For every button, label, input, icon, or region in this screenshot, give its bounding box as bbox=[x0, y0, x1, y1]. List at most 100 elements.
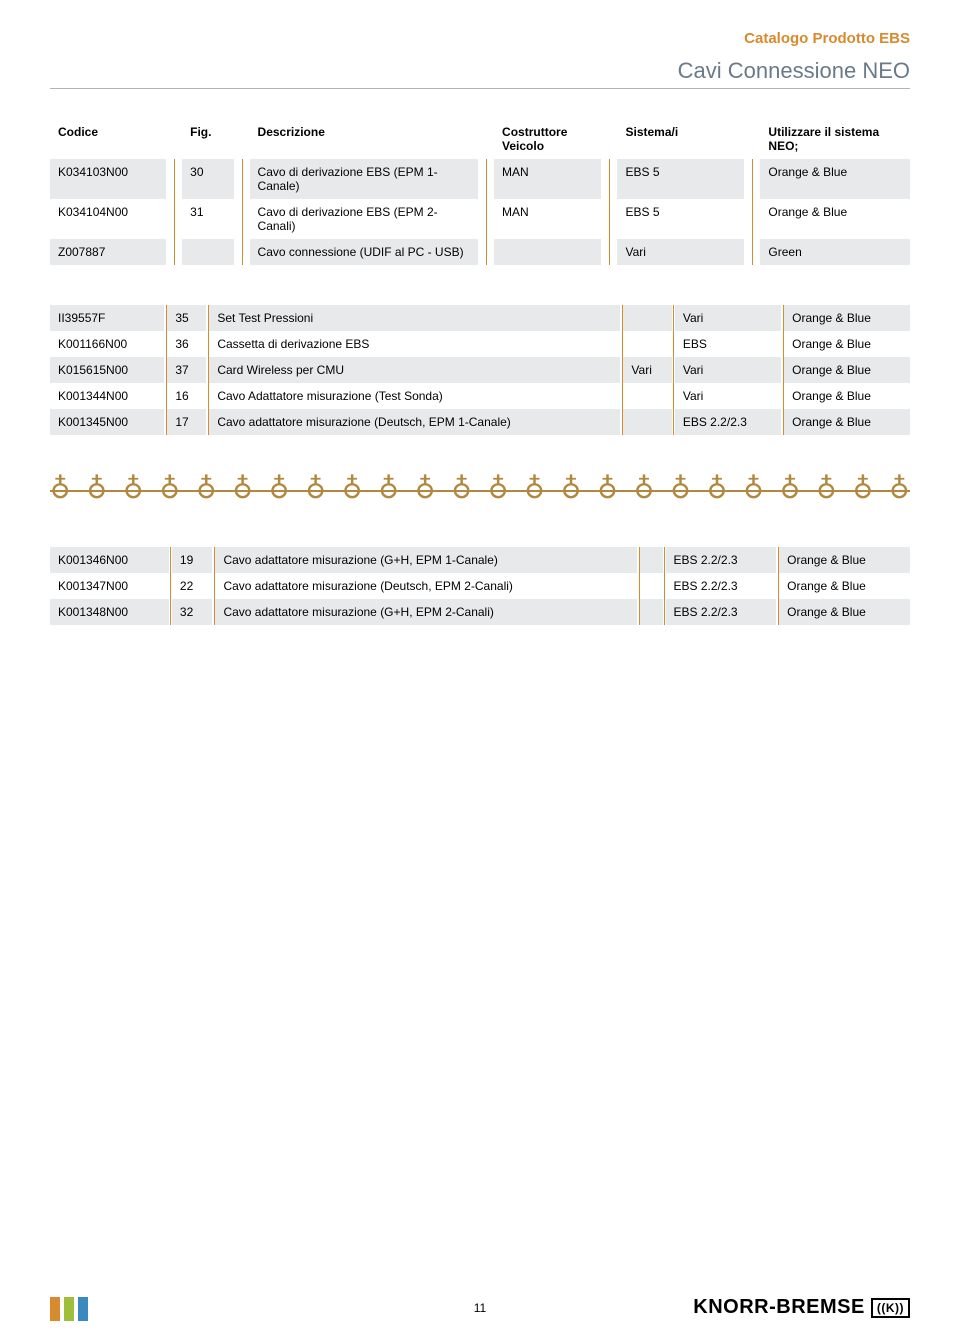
separator bbox=[776, 573, 779, 599]
th-codice: Codice bbox=[50, 119, 166, 159]
separator bbox=[663, 599, 666, 625]
separator bbox=[601, 199, 617, 239]
th-util: Utilizzare il sistema NEO; bbox=[760, 119, 910, 159]
separator bbox=[781, 305, 784, 331]
cell-sys: EBS 2.2/2.3 bbox=[675, 409, 781, 435]
cell-sys: EBS 5 bbox=[617, 199, 744, 239]
separator bbox=[776, 599, 779, 625]
chain-link-icon: ♁ bbox=[451, 475, 472, 505]
cell-costr bbox=[623, 331, 671, 357]
cell-costr bbox=[623, 409, 671, 435]
cell-util: Green bbox=[760, 239, 910, 265]
cell-desc: Cassetta di derivazione EBS bbox=[209, 331, 620, 357]
cell-codice: K001348N00 bbox=[50, 599, 169, 625]
table-row: K001348N0032Cavo adattatore misurazione … bbox=[50, 599, 910, 625]
separator bbox=[164, 357, 167, 383]
separator bbox=[620, 383, 623, 409]
cell-fig: 30 bbox=[182, 159, 233, 199]
cell-codice: K001345N00 bbox=[50, 409, 164, 435]
separator bbox=[234, 199, 250, 239]
cell-fig: 32 bbox=[172, 599, 213, 625]
cell-costr: MAN bbox=[494, 159, 601, 199]
chain-link-icon: ♁ bbox=[780, 475, 801, 505]
separator bbox=[620, 331, 623, 357]
brand: KNORR-BREMSE ((K)) bbox=[693, 1296, 910, 1319]
separator bbox=[781, 357, 784, 383]
cell-desc: Cavo adattatore misurazione (Deutsch, EP… bbox=[209, 409, 620, 435]
table-row: K001346N0019Cavo adattatore misurazione … bbox=[50, 547, 910, 573]
cell-costr bbox=[640, 547, 662, 573]
separator bbox=[620, 409, 623, 435]
cell-costr: Vari bbox=[623, 357, 671, 383]
separator bbox=[166, 239, 182, 265]
separator bbox=[164, 409, 167, 435]
cell-desc: Cavo adattatore misurazione (Deutsch, EP… bbox=[215, 573, 637, 599]
separator bbox=[620, 357, 623, 383]
th-sys: Sistema/i bbox=[617, 119, 744, 159]
cell-fig: 37 bbox=[167, 357, 206, 383]
table-row: K015615N0037Card Wireless per CMUVariVar… bbox=[50, 357, 910, 383]
separator bbox=[234, 159, 250, 199]
separator bbox=[212, 599, 215, 625]
separator bbox=[744, 239, 760, 265]
separator bbox=[744, 199, 760, 239]
table-3: K001346N0019Cavo adattatore misurazione … bbox=[50, 547, 910, 625]
separator bbox=[672, 383, 675, 409]
separator bbox=[637, 573, 640, 599]
table-2: II39557F35Set Test PressioniVariOrange &… bbox=[50, 305, 910, 435]
separator bbox=[169, 547, 172, 573]
separator bbox=[478, 159, 494, 199]
cell-codice: K034104N00 bbox=[50, 199, 166, 239]
cell-codice: K015615N00 bbox=[50, 357, 164, 383]
cell-util: Orange & Blue bbox=[784, 305, 910, 331]
cell-util: Orange & Blue bbox=[784, 409, 910, 435]
cell-costr: MAN bbox=[494, 199, 601, 239]
chain-link-icon: ♁ bbox=[86, 475, 107, 505]
chain-link-icon: ♁ bbox=[597, 475, 618, 505]
separator bbox=[164, 383, 167, 409]
cell-sys: EBS 2.2/2.3 bbox=[666, 599, 777, 625]
brand-logo-icon: ((K)) bbox=[871, 1298, 910, 1318]
chain-link-icon: ♁ bbox=[123, 475, 144, 505]
chain-link-icon: ♁ bbox=[50, 475, 71, 505]
separator bbox=[637, 599, 640, 625]
separator bbox=[637, 547, 640, 573]
cell-util: Orange & Blue bbox=[779, 547, 910, 573]
separator bbox=[776, 547, 779, 573]
separator bbox=[478, 199, 494, 239]
chain-link-icon: ♁ bbox=[853, 475, 874, 505]
cell-codice: Z007887 bbox=[50, 239, 166, 265]
cell-util: Orange & Blue bbox=[779, 573, 910, 599]
chain-link-icon: ♁ bbox=[269, 475, 290, 505]
separator bbox=[781, 331, 784, 357]
cell-costr bbox=[640, 573, 662, 599]
cell-desc: Cavo Adattatore misurazione (Test Sonda) bbox=[209, 383, 620, 409]
separator bbox=[672, 357, 675, 383]
cell-fig: 36 bbox=[167, 331, 206, 357]
cell-sys: Vari bbox=[675, 305, 781, 331]
divider bbox=[50, 88, 910, 89]
table-row: II39557F35Set Test PressioniVariOrange &… bbox=[50, 305, 910, 331]
cell-costr bbox=[623, 383, 671, 409]
th-costr: Costruttore Veicolo bbox=[494, 119, 601, 159]
table-row: K001344N0016Cavo Adattatore misurazione … bbox=[50, 383, 910, 409]
separator bbox=[744, 159, 760, 199]
cell-fig: 31 bbox=[182, 199, 233, 239]
chain-link-icon: ♁ bbox=[561, 475, 582, 505]
cell-costr bbox=[494, 239, 601, 265]
chain-link-icon: ♁ bbox=[415, 475, 436, 505]
chain-link-icon: ♁ bbox=[816, 475, 837, 505]
th-desc: Descrizione bbox=[250, 119, 479, 159]
cell-desc: Cavo di derivazione EBS (EPM 1-Canale) bbox=[250, 159, 479, 199]
chain-link-icon: ♁ bbox=[743, 475, 764, 505]
color-marks bbox=[50, 1297, 88, 1321]
separator bbox=[164, 331, 167, 357]
separator bbox=[672, 305, 675, 331]
table-row: K034104N0031Cavo di derivazione EBS (EPM… bbox=[50, 199, 910, 239]
separator bbox=[206, 305, 209, 331]
th-fig: Fig. bbox=[182, 119, 233, 159]
separator bbox=[206, 331, 209, 357]
mark-blue bbox=[78, 1297, 88, 1321]
cell-costr bbox=[640, 599, 662, 625]
table-row: K001345N0017Cavo adattatore misurazione … bbox=[50, 409, 910, 435]
